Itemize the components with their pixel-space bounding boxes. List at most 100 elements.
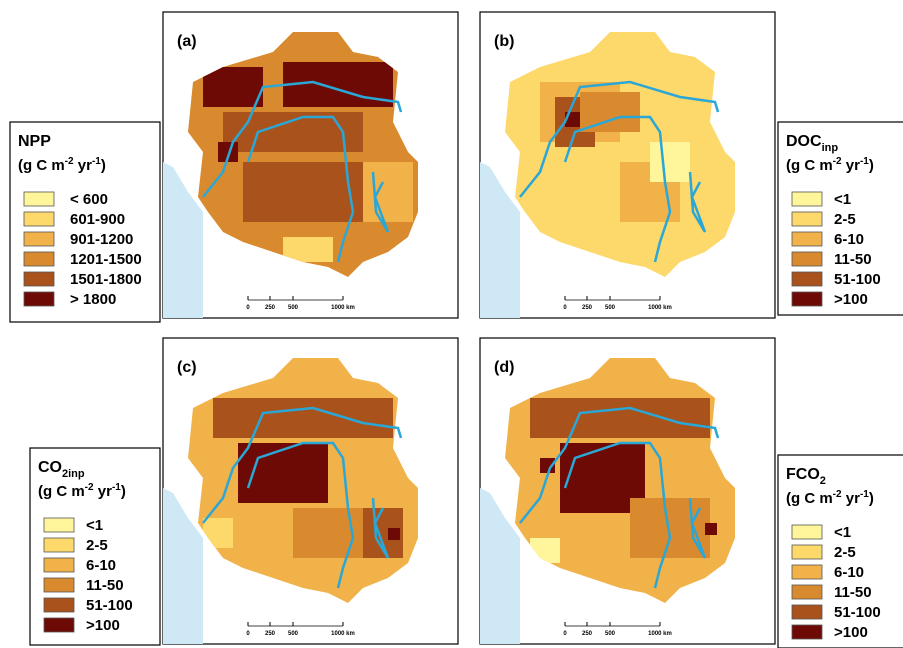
legend-unit: (g C m-2 yr-1) bbox=[38, 482, 126, 500]
cell-patch bbox=[530, 398, 710, 438]
legend-label: 11-50 bbox=[834, 584, 872, 601]
scale-label: 1000 km bbox=[331, 305, 355, 311]
legend-label: 1201-1500 bbox=[70, 251, 142, 268]
legend-label: 6-10 bbox=[86, 557, 116, 574]
legend: CO2inp (g C m-2 yr-1) <1 2-5 6-10 11-50 51-100… bbox=[29, 447, 161, 646]
legend-swatch bbox=[43, 617, 75, 633]
legend-swatch bbox=[791, 564, 823, 580]
legend-swatch bbox=[791, 231, 823, 247]
legend-label: 6-10 bbox=[834, 564, 864, 581]
map-panel: 0 250 500 1000 km (b) bbox=[479, 11, 776, 319]
cell-patch bbox=[650, 142, 690, 182]
legend-swatch bbox=[43, 517, 75, 533]
scale-label: 0 bbox=[563, 631, 567, 637]
legend: FCO2 (g C m-2 yr-1) <1 2-5 6-10 11-50 51-100 >1… bbox=[777, 454, 903, 648]
map-panel: 0 250 500 1000 km (d) bbox=[479, 337, 776, 645]
legend-title: DOCinp bbox=[786, 133, 838, 154]
scale-label: 500 bbox=[605, 631, 616, 637]
scale-label: 1000 km bbox=[648, 631, 672, 637]
legend-label: 2-5 bbox=[834, 211, 856, 228]
legend-swatch bbox=[23, 211, 55, 227]
legend-label: 51-100 bbox=[834, 271, 881, 288]
scale-label: 500 bbox=[288, 631, 299, 637]
legend-swatch bbox=[23, 291, 55, 307]
legend-label: <1 bbox=[834, 191, 851, 208]
cell-patch bbox=[630, 498, 710, 558]
legend-swatch bbox=[43, 597, 75, 613]
legend-label: 901-1200 bbox=[70, 231, 133, 248]
legend-swatch bbox=[23, 251, 55, 267]
legend: NPP (g C m-2 yr-1) < 600 601-900 901-1200 120… bbox=[9, 121, 161, 323]
cell-patch bbox=[223, 112, 363, 152]
cell-patch bbox=[388, 528, 400, 540]
scale-label: 0 bbox=[246, 631, 250, 637]
legend-label: <1 bbox=[834, 524, 851, 541]
legend-title: FCO2 bbox=[786, 466, 826, 487]
scale-label: 250 bbox=[582, 305, 593, 311]
grid-cells bbox=[530, 398, 717, 563]
map-panel: 0 250 500 1000 km (a) bbox=[162, 11, 459, 319]
legend-swatch bbox=[791, 211, 823, 227]
legend-swatch bbox=[23, 271, 55, 287]
scale-label: 0 bbox=[563, 305, 567, 311]
legend-title: CO2inp bbox=[38, 459, 85, 480]
cell-patch bbox=[540, 458, 555, 473]
legend-label: 11-50 bbox=[86, 577, 124, 594]
panel-label: (d) bbox=[494, 359, 514, 376]
legend-swatch bbox=[791, 291, 823, 307]
legend-swatch bbox=[791, 604, 823, 620]
legend-swatch bbox=[43, 537, 75, 553]
legend-label: 1501-1800 bbox=[70, 271, 142, 288]
cell-patch bbox=[203, 67, 263, 107]
legend-swatch bbox=[791, 584, 823, 600]
legend-label: >100 bbox=[834, 291, 868, 308]
scale-label: 500 bbox=[288, 305, 299, 311]
cell-patch bbox=[243, 162, 363, 222]
scale-label: 1000 km bbox=[331, 631, 355, 637]
scale-label: 500 bbox=[605, 305, 616, 311]
legend-swatch bbox=[791, 251, 823, 267]
scale-label: 250 bbox=[265, 305, 276, 311]
scale-label: 250 bbox=[582, 631, 593, 637]
legend-label: 11-50 bbox=[834, 251, 872, 268]
legend-label: >100 bbox=[834, 624, 868, 641]
cell-patch bbox=[363, 162, 413, 222]
panel-label: (a) bbox=[177, 33, 197, 50]
legend-label: < 600 bbox=[70, 191, 108, 208]
legend-title: NPP bbox=[18, 133, 51, 150]
legend-swatch bbox=[791, 544, 823, 560]
legend-label: 51-100 bbox=[834, 604, 881, 621]
legend-label: 51-100 bbox=[86, 597, 133, 614]
legend-swatch bbox=[43, 557, 75, 573]
scale-label: 250 bbox=[265, 631, 276, 637]
legend-unit: (g C m-2 yr-1) bbox=[786, 156, 874, 174]
legend-swatch bbox=[791, 524, 823, 540]
legend-unit: (g C m-2 yr-1) bbox=[18, 156, 106, 174]
legend-swatch bbox=[791, 191, 823, 207]
legend: DOCinp (g C m-2 yr-1) <1 2-5 6-10 11-50 51-100… bbox=[777, 121, 903, 316]
legend-swatch bbox=[23, 191, 55, 207]
legend-label: 2-5 bbox=[86, 537, 108, 554]
legend-swatch bbox=[43, 577, 75, 593]
legend-swatch bbox=[23, 231, 55, 247]
legend-label: 601-900 bbox=[70, 211, 125, 228]
legend-swatch bbox=[791, 271, 823, 287]
panel-label: (b) bbox=[494, 33, 514, 50]
cell-patch bbox=[283, 237, 333, 262]
panel-label: (c) bbox=[177, 359, 197, 376]
legend-label: 6-10 bbox=[834, 231, 864, 248]
legend-label: <1 bbox=[86, 517, 103, 534]
cell-patch bbox=[238, 443, 328, 503]
legend-swatch bbox=[791, 624, 823, 640]
scale-label: 1000 km bbox=[648, 305, 672, 311]
cell-patch bbox=[705, 523, 717, 535]
cell-patch bbox=[580, 92, 640, 132]
legend-label: 2-5 bbox=[834, 544, 856, 561]
grid-cells bbox=[540, 82, 690, 222]
cell-patch bbox=[213, 398, 393, 438]
legend-unit: (g C m-2 yr-1) bbox=[786, 489, 874, 507]
legend-label: >100 bbox=[86, 617, 120, 634]
map-panel: 0 250 500 1000 km (c) bbox=[162, 337, 459, 645]
cell-patch bbox=[218, 142, 238, 162]
